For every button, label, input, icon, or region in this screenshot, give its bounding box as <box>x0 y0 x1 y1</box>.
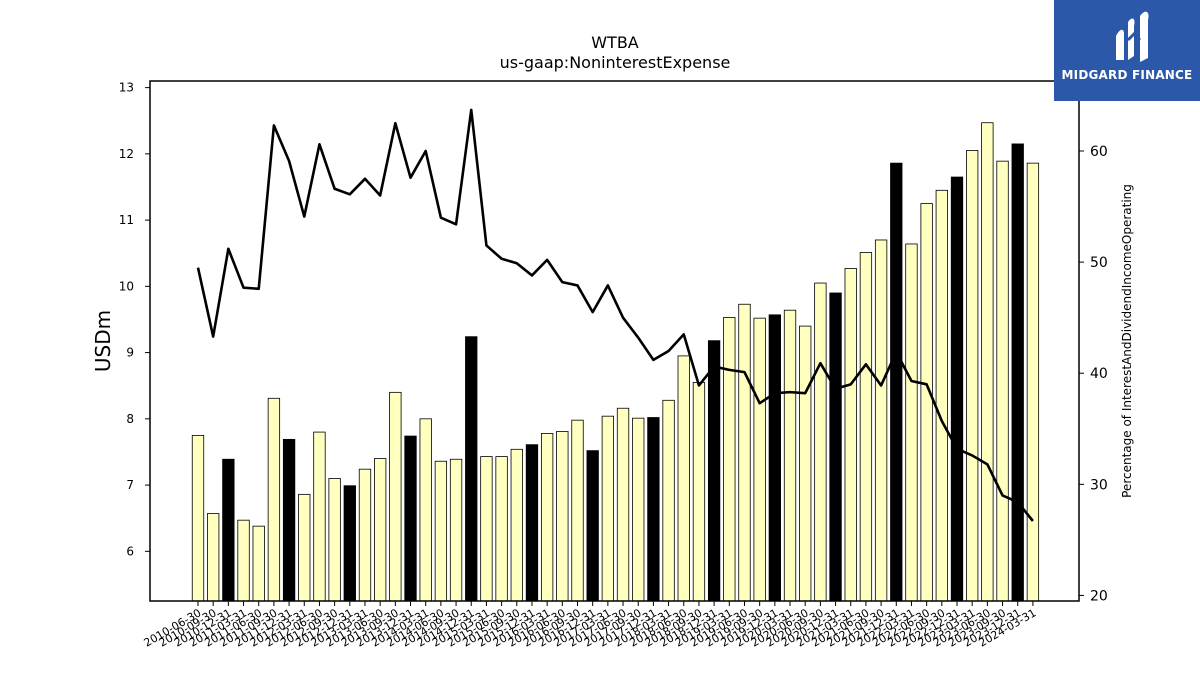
bar-2011-06-30 <box>252 525 265 602</box>
bar-2017-09-30 <box>632 417 645 602</box>
bar-2019-12-31 <box>768 314 781 602</box>
bar-2018-06-30 <box>677 355 690 602</box>
bar-2023-09-30 <box>996 160 1009 602</box>
bar-2013-12-31 <box>404 435 417 602</box>
bar-2022-03-31 <box>905 243 918 602</box>
bar-2020-09-30 <box>814 282 827 602</box>
bar-group <box>191 122 1040 602</box>
bar-2011-12-31 <box>282 438 296 602</box>
bar-2016-09-30 <box>571 419 584 602</box>
bar-2018-12-31 <box>707 340 721 602</box>
bar-2021-12-31 <box>890 162 903 602</box>
bar-2017-06-30 <box>616 407 630 602</box>
y-tick-label: 11 <box>119 213 134 227</box>
bar-2024-03-31 <box>1026 162 1040 602</box>
bar-2019-06-30 <box>738 303 751 602</box>
bar-2012-06-30 <box>313 431 326 602</box>
bar-2016-06-30 <box>556 431 569 602</box>
bar-2019-09-30 <box>753 317 766 602</box>
bar-2014-03-31 <box>419 418 432 602</box>
bar-2020-12-31 <box>829 292 842 602</box>
bar-2017-12-31 <box>647 417 660 602</box>
bar-2021-06-30 <box>859 252 873 602</box>
y-tick-label: 8 <box>126 412 134 426</box>
line-group <box>196 108 1034 522</box>
bar-2020-06-30 <box>799 325 812 602</box>
y2-tick-label: 20 <box>1090 588 1108 604</box>
bar-2022-12-31 <box>950 176 964 602</box>
bar-2018-09-30 <box>692 381 706 602</box>
bar-2019-03-31 <box>723 317 736 602</box>
bar-2023-06-30 <box>981 122 994 602</box>
bar-2016-12-31 <box>586 450 599 602</box>
bar-2011-03-31 <box>237 519 250 602</box>
bar-2023-03-31 <box>966 150 979 602</box>
bar-2012-09-30 <box>328 478 341 602</box>
bar-2013-03-31 <box>358 468 372 602</box>
y-tick-label: 6 <box>126 544 134 558</box>
y2-tick-label: 30 <box>1090 477 1108 493</box>
bar-2023-12-31 <box>1011 143 1024 602</box>
bar-2014-06-30 <box>434 460 448 602</box>
logo-mark-icon <box>1116 11 1149 62</box>
bar-2013-09-30 <box>389 391 402 602</box>
bar-2018-03-31 <box>662 399 675 602</box>
bar-2021-03-31 <box>844 268 857 602</box>
x-axis: 2010-06-302010-09-302010-12-312011-03-31… <box>142 601 1038 650</box>
y-tick-label: 12 <box>119 147 134 161</box>
y2-tick-label: 40 <box>1090 366 1108 382</box>
bar-2012-12-31 <box>343 485 356 602</box>
bar-2020-03-31 <box>783 309 797 602</box>
bar-2014-09-30 <box>449 458 463 602</box>
bar-2022-09-30 <box>935 189 948 602</box>
bar-2014-12-31 <box>465 336 478 602</box>
y-tick-label: 9 <box>126 346 134 360</box>
bar-2013-06-30 <box>374 458 387 602</box>
y-axis-right: 20 30 40 50 60 <box>1079 144 1108 604</box>
y-axis-left: 6 7 8 9 10 11 12 13 <box>119 81 150 558</box>
bar-2012-03-31 <box>298 493 311 602</box>
bar-2015-09-30 <box>510 448 523 602</box>
bar-2015-03-31 <box>480 456 493 602</box>
y-tick-label: 10 <box>119 279 134 293</box>
chart-title: WTBA <box>591 33 639 52</box>
bar-2010-06-30 <box>191 434 205 602</box>
y-tick-label: 13 <box>119 81 134 95</box>
bar-2021-09-30 <box>874 239 888 602</box>
bar-2015-12-31 <box>525 444 539 602</box>
y2-tick-label: 60 <box>1090 144 1108 160</box>
bar-2015-06-30 <box>495 456 508 602</box>
brand-logo: MIDGARD FINANCE <box>1054 0 1200 101</box>
logo-text: MIDGARD FINANCE <box>1061 68 1193 82</box>
bar-2017-03-31 <box>601 415 615 602</box>
bar-2016-03-31 <box>540 433 554 602</box>
bar-2010-09-30 <box>207 513 220 602</box>
y-tick-label: 7 <box>126 478 134 492</box>
chart-subtitle: us-gaap:NoninterestExpense <box>500 53 731 72</box>
bar-2010-12-31 <box>222 458 235 602</box>
bar-2011-09-30 <box>267 397 281 602</box>
plot-frame <box>149 80 1080 602</box>
y-axis-label: USDm <box>91 310 115 372</box>
y2-tick-label: 50 <box>1090 255 1108 271</box>
y2-axis-label: Percentage of InterestAndDividendIncomeO… <box>1120 184 1134 498</box>
line-series <box>196 108 1034 522</box>
bar-2022-06-30 <box>920 203 933 602</box>
